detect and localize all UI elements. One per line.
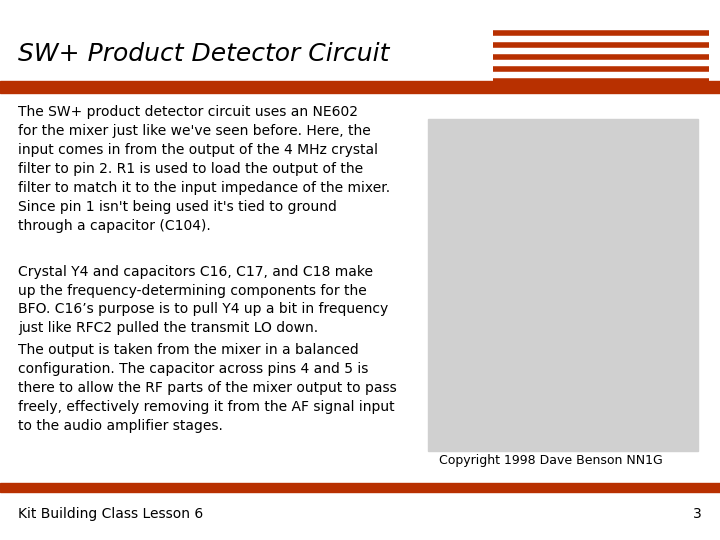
Text: 3: 3 (693, 507, 702, 521)
Bar (0, 81, 720, 93)
Text: Kit Building Class Lesson 6: Kit Building Class Lesson 6 (18, 507, 203, 521)
Text: The SW+ product detector circuit uses an NE602
for the mixer just like we've see: The SW+ product detector circuit uses an… (18, 105, 390, 233)
Text: SW+ Product Detector Circuit: SW+ Product Detector Circuit (18, 42, 390, 66)
Bar (428, 119, 698, 451)
Text: The output is taken from the mixer in a balanced
configuration. The capacitor ac: The output is taken from the mixer in a … (18, 343, 397, 433)
Text: Crystal Y4 and capacitors C16, C17, and C18 make
up the frequency-determining co: Crystal Y4 and capacitors C16, C17, and … (18, 265, 388, 335)
Text: Copyright 1998 Dave Benson NN1G: Copyright 1998 Dave Benson NN1G (439, 454, 663, 467)
Bar (0, 483, 720, 492)
